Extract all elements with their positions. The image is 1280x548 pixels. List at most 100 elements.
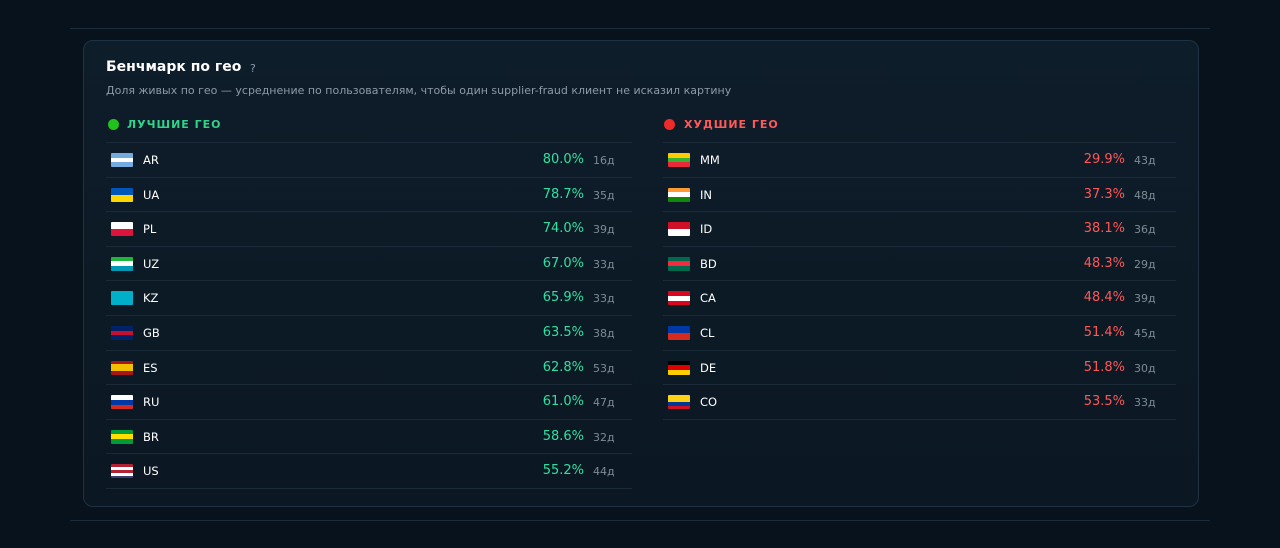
country-code: KZ	[143, 291, 159, 306]
live-share: 63.5%	[542, 325, 584, 340]
live-share: 62.8%	[542, 359, 584, 375]
country-code: CL	[700, 326, 715, 340]
flag-stripe	[668, 162, 690, 167]
table-row: MM 29.9% 43д	[663, 142, 1176, 177]
table-row: CO 53.5% 33д	[663, 384, 1176, 419]
flag-stripe	[111, 364, 133, 368]
table-row: DE 51.8% 30д	[663, 349, 1176, 385]
flag-stripe	[668, 261, 690, 267]
flag-icon	[111, 464, 133, 479]
table-row: BD 48.3% 29д	[663, 245, 1176, 281]
flag-stripe	[668, 326, 690, 333]
flag-stripe	[111, 439, 133, 444]
help-button[interactable]: ?	[250, 62, 256, 75]
days: 32д	[593, 430, 615, 444]
days: 53д	[593, 361, 615, 375]
days: 38д	[593, 327, 615, 340]
country-code: UZ	[143, 256, 160, 271]
flag-stripe	[668, 222, 690, 230]
days: 45д	[1134, 327, 1156, 340]
flag-stripe	[111, 367, 133, 372]
days: 30д	[1134, 361, 1156, 375]
flag-stripe	[111, 371, 133, 375]
table-row: RU 61.0% 47д	[106, 384, 632, 419]
country-code: UA	[143, 187, 160, 202]
flag-icon	[111, 256, 133, 271]
flag-icon	[668, 222, 690, 237]
flag-icon	[111, 429, 133, 444]
live-share: 78.7%	[542, 186, 584, 202]
table-row: PL 74.0% 39д	[106, 211, 632, 246]
flag-stripe	[111, 162, 133, 167]
days: 36д	[1134, 223, 1156, 237]
country-code: ES	[143, 360, 158, 375]
flag-stripe	[668, 402, 690, 406]
live-share: 29.9%	[1083, 152, 1125, 167]
table-row: AR 80.0% 16д	[106, 142, 632, 177]
table-row: US 55.2% 44д	[106, 453, 632, 488]
flag-stripe	[668, 365, 690, 370]
days: 39д	[1134, 292, 1156, 306]
flag-stripe	[111, 395, 133, 400]
flag-stripe	[111, 467, 133, 470]
live-share: 53.5%	[1083, 394, 1125, 410]
days: 33д	[593, 257, 615, 271]
live-share: 65.9%	[542, 290, 584, 306]
table-row: CL 51.4% 45д	[663, 315, 1176, 350]
flag-stripe	[111, 404, 133, 410]
flag-stripe	[111, 399, 133, 405]
divider	[70, 28, 1210, 29]
country-code: RU	[143, 395, 160, 410]
flag-stripe	[668, 187, 690, 193]
flag-stripe	[111, 187, 133, 195]
flag-stripe	[668, 300, 690, 306]
flag-stripe	[668, 196, 690, 202]
flag-stripe	[111, 360, 133, 365]
flag-stripe	[111, 266, 133, 271]
country-code: MM	[700, 153, 720, 167]
table-row: ES 62.8% 53д	[106, 349, 632, 385]
live-share: 51.8%	[1083, 359, 1125, 375]
flag-icon	[668, 256, 690, 271]
country-code: BD	[700, 256, 717, 271]
flag-stripe	[668, 266, 690, 271]
section-title: ЛУЧШИЕ ГЕО	[127, 118, 222, 131]
live-share: 67.0%	[542, 255, 584, 271]
flag-icon	[111, 222, 133, 237]
flag-stripe	[111, 335, 133, 340]
flag-stripe	[111, 194, 133, 202]
live-share: 74.0%	[542, 221, 584, 237]
live-share: 48.4%	[1083, 290, 1125, 306]
flag-stripe	[668, 192, 690, 197]
flag-icon	[111, 360, 133, 375]
flag-stripe	[668, 395, 690, 399]
flag-icon	[111, 187, 133, 202]
flag-icon	[668, 153, 690, 167]
flag-stripe	[111, 157, 133, 163]
flag-stripe	[668, 369, 690, 375]
days: 16д	[593, 154, 615, 167]
flag-stripe	[111, 429, 133, 435]
flag-stripe	[668, 296, 690, 301]
country-code: CA	[700, 291, 716, 306]
flag-stripe	[111, 464, 133, 468]
section-title: ХУДШИЕ ГЕО	[684, 118, 779, 131]
row-end-line	[106, 488, 632, 489]
flag-icon	[668, 187, 690, 202]
flag-stripe	[668, 153, 690, 158]
table-row: BR 58.6% 32д	[106, 418, 632, 454]
status-dot	[108, 119, 119, 130]
country-code: IN	[700, 187, 712, 202]
subtitle: Доля живых по гео — усреднение по пользо…	[106, 84, 732, 97]
flag-stripe	[111, 434, 133, 440]
flag-icon	[668, 395, 690, 410]
flag-stripe	[111, 326, 133, 331]
country-code: AR	[143, 153, 159, 167]
status-dot	[664, 119, 675, 130]
table-row: IN 37.3% 48д	[663, 176, 1176, 212]
country-code: PL	[143, 222, 157, 237]
days: 48д	[1134, 188, 1156, 202]
days: 47д	[593, 396, 615, 410]
live-share: 38.1%	[1083, 221, 1125, 237]
